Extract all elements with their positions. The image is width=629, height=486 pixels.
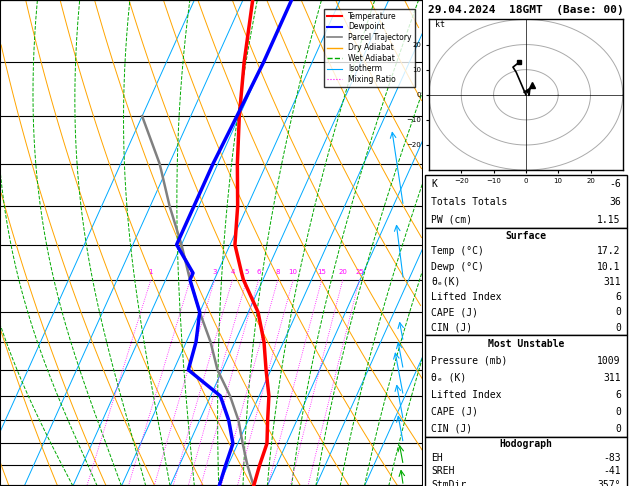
Text: 10: 10 xyxy=(289,269,298,275)
Text: CAPE (J): CAPE (J) xyxy=(431,308,478,317)
Text: -6: -6 xyxy=(609,179,621,189)
Text: 5: 5 xyxy=(431,240,438,250)
Text: CIN (J): CIN (J) xyxy=(431,323,472,333)
Text: Pressure (mb): Pressure (mb) xyxy=(431,356,508,366)
Text: 10.1: 10.1 xyxy=(598,261,621,272)
Text: Lifted Index: Lifted Index xyxy=(431,390,501,400)
Text: 2: 2 xyxy=(188,269,192,275)
Text: 3: 3 xyxy=(212,269,217,275)
Text: 2: 2 xyxy=(431,391,438,401)
Text: 7: 7 xyxy=(431,158,438,169)
Text: 0: 0 xyxy=(615,407,621,417)
Text: 4: 4 xyxy=(230,269,235,275)
Text: SREH: SREH xyxy=(431,467,455,476)
Text: 3: 3 xyxy=(431,337,437,347)
Text: 8: 8 xyxy=(276,269,280,275)
FancyBboxPatch shape xyxy=(425,175,627,228)
Text: 25: 25 xyxy=(355,269,364,275)
Text: 15: 15 xyxy=(317,269,326,275)
Text: EH: EH xyxy=(431,453,443,463)
Text: -83: -83 xyxy=(603,453,621,463)
Text: 17.2: 17.2 xyxy=(598,246,621,256)
Text: Dewp (°C): Dewp (°C) xyxy=(431,261,484,272)
Text: 4: 4 xyxy=(431,275,437,285)
Text: 1: 1 xyxy=(431,481,437,486)
Text: -41: -41 xyxy=(603,467,621,476)
Text: Most Unstable: Most Unstable xyxy=(487,339,564,349)
Text: 6: 6 xyxy=(257,269,261,275)
Text: 29.04.2024  18GMT  (Base: 00): 29.04.2024 18GMT (Base: 00) xyxy=(428,5,624,15)
Text: StmDir: StmDir xyxy=(431,480,466,486)
FancyBboxPatch shape xyxy=(425,228,627,335)
Text: θₑ (K): θₑ (K) xyxy=(431,373,466,383)
Text: 0: 0 xyxy=(615,323,621,333)
Text: K: K xyxy=(431,179,437,189)
Text: 357°: 357° xyxy=(598,480,621,486)
Text: 0: 0 xyxy=(615,308,621,317)
Text: 36: 36 xyxy=(609,197,621,207)
Text: CAPE (J): CAPE (J) xyxy=(431,407,478,417)
Text: PW (cm): PW (cm) xyxy=(431,214,472,225)
FancyBboxPatch shape xyxy=(425,335,627,437)
Text: 0: 0 xyxy=(615,424,621,434)
Text: 311: 311 xyxy=(603,373,621,383)
Text: CIN (J): CIN (J) xyxy=(431,424,472,434)
Text: 6: 6 xyxy=(615,292,621,302)
FancyBboxPatch shape xyxy=(425,437,627,486)
Text: 1LCL: 1LCL xyxy=(431,450,452,459)
Text: 311: 311 xyxy=(603,277,621,287)
Text: Hodograph: Hodograph xyxy=(499,439,552,449)
Text: Totals Totals: Totals Totals xyxy=(431,197,508,207)
Text: 8: 8 xyxy=(431,111,437,121)
Text: 1: 1 xyxy=(148,269,153,275)
Text: 6: 6 xyxy=(431,201,437,211)
Text: Lifted Index: Lifted Index xyxy=(431,292,501,302)
Text: Surface: Surface xyxy=(505,231,547,241)
Text: 1009: 1009 xyxy=(598,356,621,366)
Text: θₑ(K): θₑ(K) xyxy=(431,277,460,287)
Text: 20: 20 xyxy=(338,269,347,275)
Legend: Temperature, Dewpoint, Parcel Trajectory, Dry Adiabat, Wet Adiabat, Isotherm, Mi: Temperature, Dewpoint, Parcel Trajectory… xyxy=(324,9,415,87)
Text: Temp (°C): Temp (°C) xyxy=(431,246,484,256)
Text: 6: 6 xyxy=(615,390,621,400)
Text: 1.15: 1.15 xyxy=(598,214,621,225)
Text: 5: 5 xyxy=(245,269,249,275)
